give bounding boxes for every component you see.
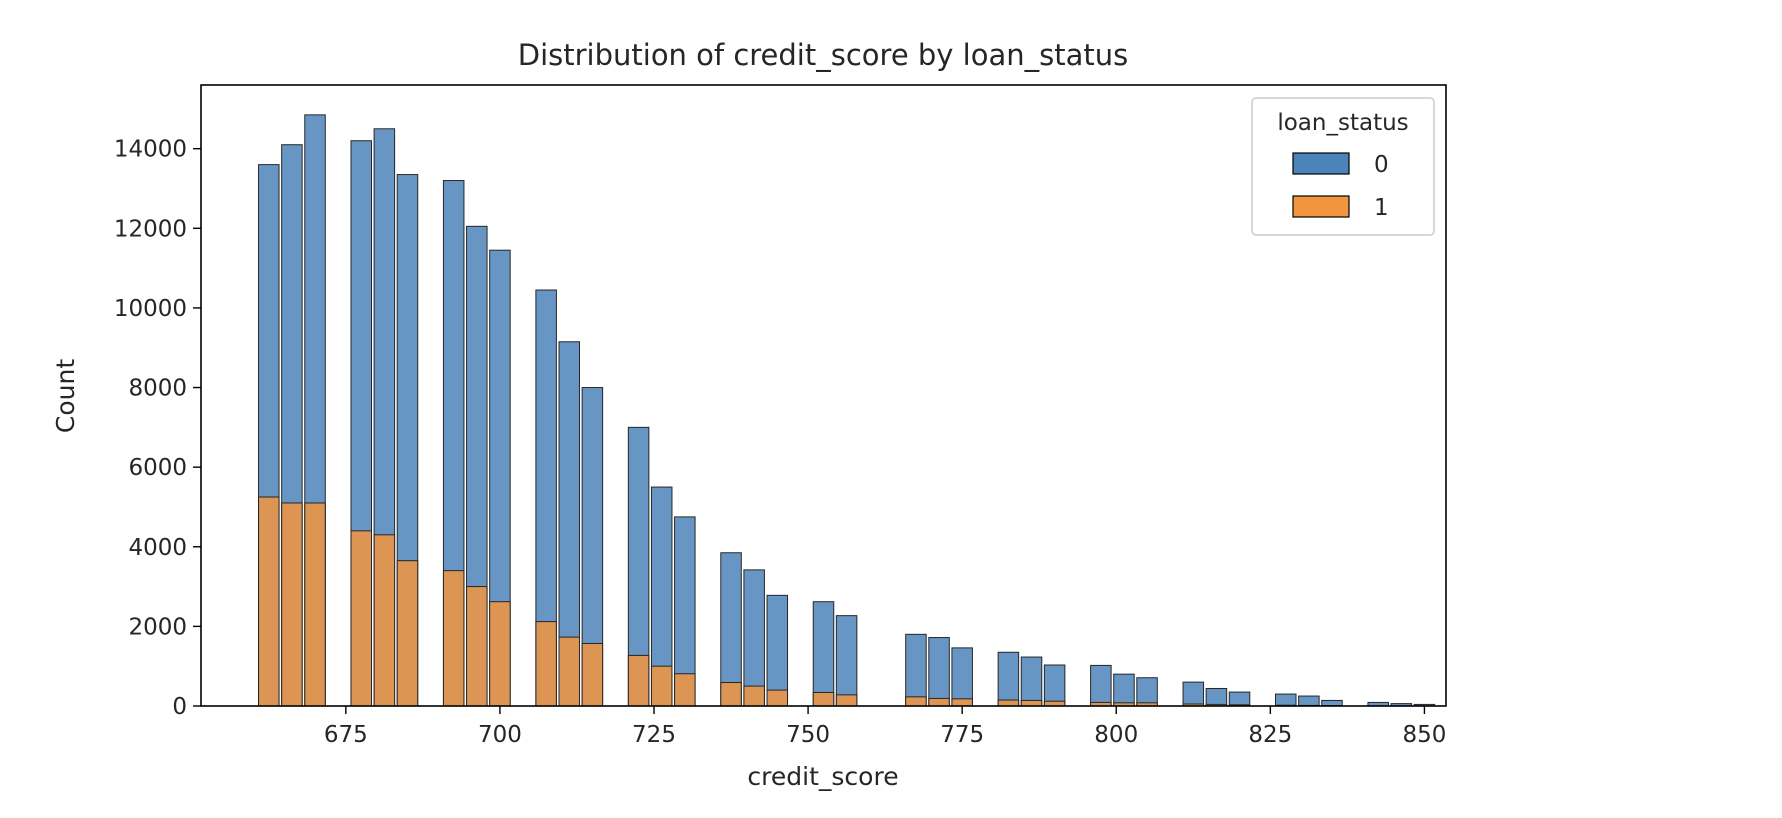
- bar-series-1-11: [581, 643, 604, 707]
- x-tick-label: 700: [478, 722, 522, 748]
- bar-series-1-21: [928, 697, 950, 707]
- bar-series-1-1: [281, 502, 303, 707]
- bar-series-0-16: [743, 569, 765, 707]
- bar-series-1-2: [304, 502, 326, 707]
- y-tick-label: 0: [172, 694, 187, 720]
- bar-series-0-18: [812, 601, 835, 707]
- x-tick-label: 750: [786, 722, 830, 748]
- y-axis-ticks: 0 2000 4000 6000 8000 10000 12000 14000: [114, 137, 201, 720]
- bar-series-1-15: [720, 682, 742, 707]
- x-tick-label: 675: [324, 722, 368, 748]
- bar-series-1-18: [812, 691, 835, 707]
- y-tick-label: 4000: [128, 535, 187, 561]
- bar-series-0-19: [835, 615, 858, 707]
- y-tick-label: 14000: [114, 137, 187, 163]
- bar-series-0-29: [1182, 681, 1205, 707]
- y-axis-title: Count: [51, 359, 80, 433]
- y-tick-label: 12000: [114, 216, 187, 242]
- bar-series-0-22: [951, 647, 973, 707]
- y-tick-label: 10000: [114, 296, 187, 322]
- x-tick-label: 775: [940, 722, 984, 748]
- legend-swatch-0: [1292, 152, 1350, 175]
- bar-series-1-8: [489, 601, 511, 707]
- bar-series-0-24: [1020, 656, 1043, 707]
- bar-series-0-17: [766, 594, 789, 707]
- bar-series-1-24: [1020, 699, 1043, 707]
- x-axis-title: credit_score: [747, 762, 898, 791]
- bar-series-0-26: [1090, 664, 1112, 707]
- bar-series-0-25: [1043, 664, 1066, 707]
- legend-label-0: 0: [1374, 152, 1389, 178]
- legend: loan_status 0 1: [1251, 97, 1435, 236]
- plot-frame: [200, 84, 1447, 707]
- y-tick-label: 2000: [128, 614, 187, 640]
- bar-series-1-5: [396, 560, 419, 707]
- x-tick-label: 850: [1402, 722, 1446, 748]
- legend-swatch-1: [1292, 195, 1350, 218]
- legend-label-1: 1: [1374, 195, 1389, 221]
- chart-title: Distribution of credit_score by loan_sta…: [518, 38, 1128, 72]
- bar-series-0-27: [1113, 673, 1135, 707]
- bar-series-1-3: [350, 530, 372, 707]
- bar-series-0-33: [1298, 695, 1320, 707]
- x-axis-ticks: 675 700 725 750 775 800 825 850: [324, 706, 1446, 748]
- x-tick-label: 825: [1248, 722, 1292, 748]
- bar-series-1-23: [997, 699, 1020, 707]
- bar-series-0-28: [1136, 677, 1158, 707]
- bar-series-1-7: [466, 586, 488, 707]
- bar-series-1-22: [951, 698, 973, 707]
- bar-series-1-0: [258, 496, 280, 707]
- bar-series-0-31: [1228, 691, 1251, 707]
- bar-series-0-30: [1205, 687, 1228, 707]
- bar-series-1-16: [743, 685, 765, 707]
- y-tick-label: 8000: [128, 376, 187, 402]
- y-tick-label: 6000: [128, 455, 187, 481]
- bar-series-1-20: [905, 696, 927, 707]
- bar-series-1-10: [558, 636, 581, 707]
- bar-series-0-32: [1275, 693, 1297, 707]
- bar-series-1-6: [442, 570, 465, 707]
- legend-title: loan_status: [1277, 110, 1408, 136]
- bar-series-1-9: [535, 621, 557, 707]
- bar-series-1-17: [766, 689, 789, 707]
- bar-series-0-23: [997, 651, 1020, 707]
- x-tick-label: 800: [1094, 722, 1138, 748]
- x-tick-label: 725: [632, 722, 676, 748]
- bar-series-0-20: [905, 633, 927, 707]
- bar-series-1-12: [627, 654, 650, 707]
- bar-series-1-4: [373, 534, 396, 707]
- bar-series-0-21: [928, 637, 950, 707]
- bar-series-1-14: [674, 673, 696, 707]
- bar-series-1-13: [650, 665, 673, 707]
- bar-series-1-19: [835, 694, 858, 707]
